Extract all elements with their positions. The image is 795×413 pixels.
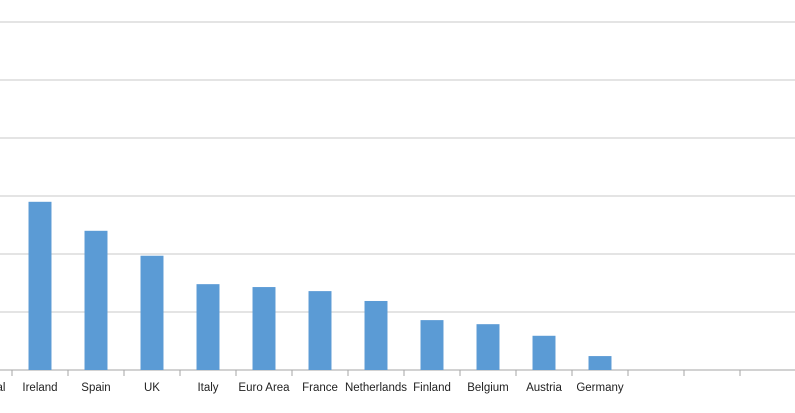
bar [308,291,332,370]
x-tick-label: Portugal [0,382,5,394]
bar [420,320,444,370]
bar [588,356,612,370]
x-tick-label: France [302,382,338,394]
bar [140,255,164,370]
x-tick-label: Spain [81,382,110,394]
bar [476,324,500,370]
x-tick-label: Finland [413,382,451,394]
x-tick-label: Germany [576,382,624,394]
bar [196,284,220,370]
x-tick-label: Italy [197,382,218,394]
x-tick-label: Euro Area [238,382,290,394]
x-tick-label: Ireland [22,382,57,394]
x-tick-label: Belgium [467,382,509,394]
bar [364,300,388,370]
bar [28,201,52,370]
x-tick-label: UK [144,382,160,394]
bar [252,287,276,370]
bar [532,335,556,370]
x-tick-label: Austria [526,382,562,394]
bar [84,230,108,370]
x-tick-label: Netherlands [345,382,407,394]
